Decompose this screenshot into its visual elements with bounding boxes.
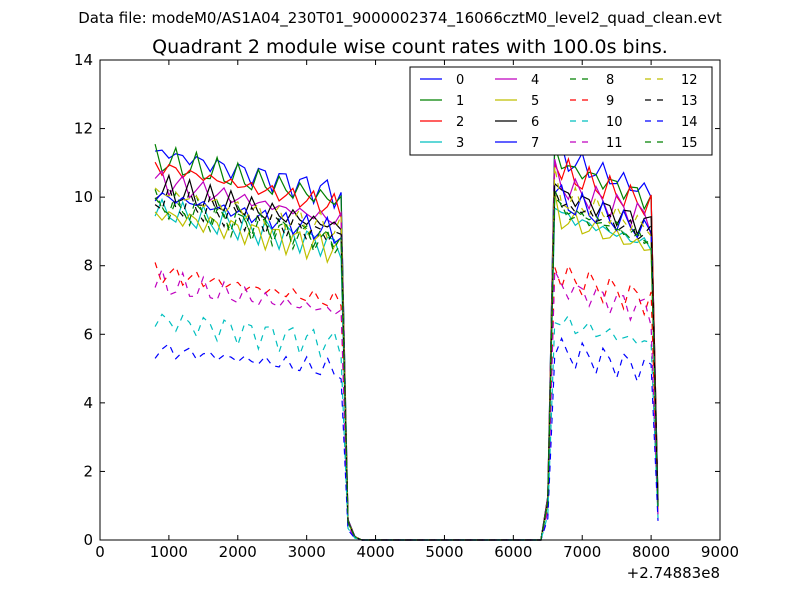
x-tick-label: 3000 <box>288 543 326 561</box>
y-tick-label: 0 <box>83 531 93 549</box>
series-line-8 <box>155 189 658 540</box>
legend-label-2: 2 <box>456 115 464 130</box>
y-tick-label: 4 <box>83 394 93 412</box>
legend-label-11: 11 <box>606 136 623 151</box>
series-line-5 <box>155 192 658 540</box>
series-line-11 <box>155 269 658 540</box>
x-tick-label: 5000 <box>425 543 463 561</box>
y-tick-label: 6 <box>83 325 93 343</box>
series-line-3 <box>155 200 658 541</box>
series-line-14 <box>155 338 658 540</box>
series-line-15 <box>155 198 658 540</box>
legend-label-12: 12 <box>681 73 698 88</box>
x-tick-label: 1000 <box>150 543 188 561</box>
x-tick-label: 4000 <box>356 543 394 561</box>
x-tick-label: 6000 <box>494 543 532 561</box>
y-tick-label: 14 <box>74 51 93 69</box>
x-tick-label: 0 <box>95 543 105 561</box>
legend-label-8: 8 <box>606 73 614 88</box>
series-line-6 <box>155 175 658 540</box>
legend-label-10: 10 <box>606 115 623 130</box>
series-line-7 <box>155 185 658 540</box>
legend-label-0: 0 <box>456 73 464 88</box>
x-tick-label: 8000 <box>632 543 670 561</box>
y-tick-label: 12 <box>74 120 93 138</box>
legend-label-1: 1 <box>456 94 464 109</box>
legend-label-7: 7 <box>531 136 539 151</box>
x-offset-label: +2.74883e8 <box>627 564 720 582</box>
series-line-10 <box>155 314 658 540</box>
legend-label-5: 5 <box>531 94 539 109</box>
plot-lines <box>155 142 658 540</box>
legend-label-4: 4 <box>531 73 539 88</box>
x-tick-label: 2000 <box>219 543 257 561</box>
y-tick-label: 2 <box>83 462 93 480</box>
chart: 0 1000 2000 3000 4000 5000 6000 7000 8000 9000 0 2 4… <box>0 0 800 600</box>
legend-label-3: 3 <box>456 136 464 151</box>
y-tick-label: 8 <box>83 257 93 275</box>
legend-label-14: 14 <box>681 115 698 130</box>
legend-label-9: 9 <box>606 94 614 109</box>
x-tick-label: 9000 <box>701 543 739 561</box>
legend-label-6: 6 <box>531 115 539 130</box>
y-tick-label: 10 <box>74 188 93 206</box>
legend-label-13: 13 <box>681 94 698 109</box>
series-line-9 <box>155 262 658 540</box>
legend-label-15: 15 <box>681 136 698 151</box>
series-line-13 <box>155 187 658 540</box>
x-tick-label: 7000 <box>563 543 601 561</box>
